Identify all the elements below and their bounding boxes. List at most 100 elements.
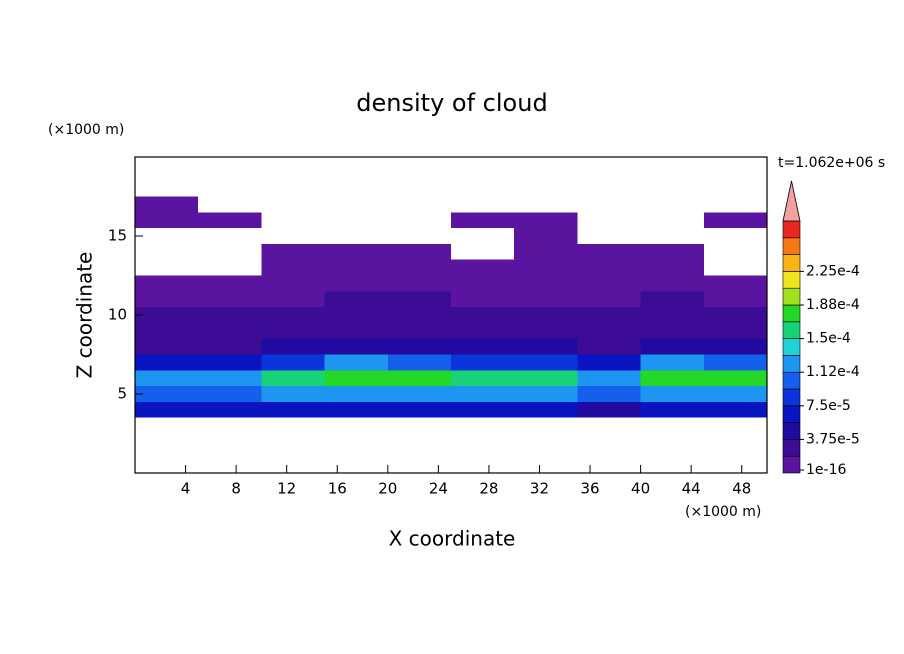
contour-cell — [514, 386, 578, 402]
x-tick-label: 24 — [429, 480, 448, 498]
contour-cell — [703, 386, 767, 402]
contour-cell — [451, 307, 515, 323]
contour-cell — [135, 386, 199, 402]
contour-cell — [640, 275, 704, 292]
contour-cell — [135, 354, 199, 371]
contour-cell — [261, 259, 325, 276]
contour-cell — [514, 370, 578, 387]
contour-cell — [324, 322, 388, 339]
contour-cell — [514, 228, 578, 244]
colorbar-box — [782, 455, 801, 474]
contour-cell — [577, 275, 641, 292]
colorbar-label: 7.5e-5 — [806, 398, 851, 414]
contour-cell — [640, 243, 704, 260]
contour-cell — [514, 291, 578, 308]
contour-cell — [198, 307, 262, 323]
contour-cell — [577, 354, 641, 371]
contour-cell — [577, 386, 641, 402]
contour-cell — [577, 338, 641, 355]
contour-cell — [703, 275, 767, 292]
contour-cell — [135, 338, 199, 355]
contour-cell — [703, 401, 767, 418]
contour-cell — [640, 259, 704, 276]
contour-cell — [640, 307, 704, 323]
colorbar-label: 2.25e-4 — [806, 263, 860, 279]
contour-cell — [198, 212, 262, 229]
x-tick-label: 40 — [631, 480, 650, 498]
contour-cell — [640, 338, 704, 355]
contour-cell — [640, 322, 704, 339]
contour-cell — [387, 322, 451, 339]
contour-cell — [135, 275, 199, 292]
contour-cell — [387, 354, 451, 371]
colorbar-box — [782, 405, 801, 423]
contour-cell — [198, 322, 262, 339]
contour-cell — [198, 354, 262, 371]
contour-cell — [387, 275, 451, 292]
contour-cell — [324, 243, 388, 260]
colorbar-box — [782, 439, 801, 457]
contour-cell — [324, 291, 388, 308]
contour-cell — [577, 307, 641, 323]
contour-cell — [451, 212, 515, 229]
contour-cell — [387, 370, 451, 387]
contour-cell — [514, 275, 578, 292]
colorbar-box — [782, 271, 801, 289]
colorbar-box — [782, 321, 801, 339]
contour-cell — [640, 354, 704, 371]
contour-cell — [324, 386, 388, 402]
contour-cell — [324, 370, 388, 387]
colorbar-label: 1.88e-4 — [806, 297, 860, 313]
contour-cell — [703, 354, 767, 371]
colorbar-box — [782, 355, 801, 373]
contour-cell — [387, 386, 451, 402]
contour-cell — [451, 291, 515, 308]
contour-cell — [324, 354, 388, 371]
contour-cell — [451, 354, 515, 371]
contour-cell — [135, 212, 199, 229]
contour-cell — [703, 322, 767, 339]
contour-cell — [514, 401, 578, 418]
time-label: t=1.062e+06 s — [778, 155, 885, 171]
contour-cell — [514, 259, 578, 276]
contour-cell — [198, 338, 262, 355]
chart-title: density of cloud — [356, 89, 547, 117]
contour-cell — [514, 307, 578, 323]
contour-cell — [261, 322, 325, 339]
contour-cell — [198, 386, 262, 402]
contour-cell — [324, 259, 388, 276]
x-axis-label: X coordinate — [389, 527, 516, 551]
colorbar-box — [782, 237, 801, 255]
contour-cell — [577, 401, 641, 418]
colorbar-box — [782, 422, 801, 440]
contour-cell — [514, 354, 578, 371]
contour-cell — [514, 338, 578, 355]
contour-cell — [135, 370, 199, 387]
contour-cell — [703, 370, 767, 387]
y-tick-label: 5 — [117, 385, 127, 403]
contour-cell — [198, 370, 262, 387]
contour-cell — [261, 338, 325, 355]
contour-cell — [451, 401, 515, 418]
colorbar-box — [782, 254, 801, 272]
contour-cell — [640, 291, 704, 308]
contour-cell — [451, 386, 515, 402]
colorbar-extend — [782, 180, 801, 222]
contour-cell — [324, 338, 388, 355]
x-tick-label: 4 — [181, 480, 191, 498]
contour-cell — [387, 401, 451, 418]
contour-cell — [135, 291, 199, 308]
contour-cell — [135, 401, 199, 418]
contour-cell — [577, 291, 641, 308]
contour-cell — [703, 212, 767, 229]
contour-cell — [577, 322, 641, 339]
contour-cell — [261, 243, 325, 260]
contour-cell — [514, 322, 578, 339]
y-tick-label: 15 — [108, 227, 127, 245]
contour-cell — [135, 196, 199, 213]
contour-cell — [261, 354, 325, 371]
x-tick-label: 48 — [732, 480, 751, 498]
x-tick-label: 44 — [682, 480, 701, 498]
contour-cell — [703, 338, 767, 355]
contour-cell — [261, 386, 325, 402]
